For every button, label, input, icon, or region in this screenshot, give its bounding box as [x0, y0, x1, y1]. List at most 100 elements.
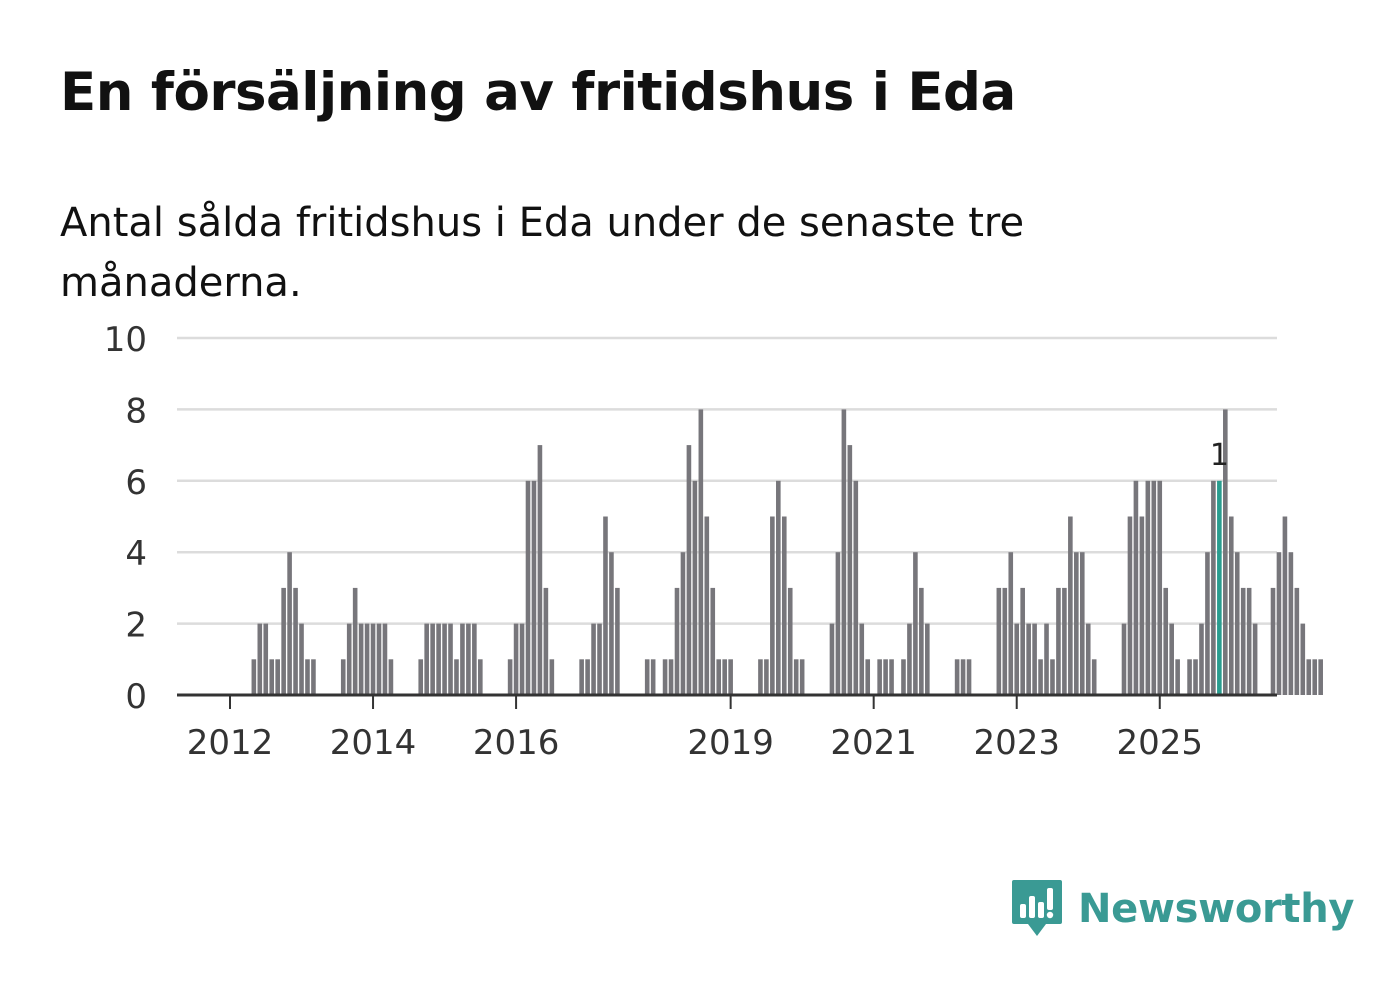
bar — [1074, 552, 1079, 695]
bar — [704, 516, 710, 695]
bar — [901, 659, 906, 695]
bar — [531, 480, 537, 695]
bar — [764, 659, 769, 695]
bar — [1312, 659, 1318, 695]
bar — [692, 480, 698, 695]
x-tick-label: 2019 — [687, 723, 774, 763]
x-tick-label: 2021 — [830, 723, 917, 763]
bar — [722, 659, 727, 695]
bar — [358, 623, 364, 695]
bar — [364, 623, 370, 695]
bar — [370, 623, 376, 695]
brand-logo: Newsworthy — [1010, 878, 1355, 940]
bar — [263, 623, 269, 695]
bar — [1175, 659, 1180, 695]
bar — [1026, 623, 1031, 695]
bar — [1008, 552, 1014, 695]
bar — [1002, 587, 1008, 695]
bar — [770, 516, 775, 695]
bar — [758, 659, 763, 695]
x-tick-label: 2012 — [187, 723, 274, 763]
bar — [1252, 623, 1258, 695]
bar — [889, 659, 894, 695]
bar — [1038, 659, 1043, 695]
bar — [460, 623, 465, 695]
bar — [1085, 623, 1091, 695]
bar — [579, 659, 584, 695]
bar — [1246, 587, 1252, 695]
bar — [519, 623, 525, 695]
bar — [293, 587, 298, 695]
bar — [781, 516, 787, 695]
x-axis — [177, 693, 1277, 709]
bar — [507, 659, 513, 695]
bar — [674, 587, 680, 695]
bar — [382, 623, 388, 695]
bar — [352, 587, 358, 695]
bar — [1020, 587, 1025, 695]
bar — [1139, 516, 1145, 695]
chart-subtitle: Antal sålda fritidshus i Eda under de se… — [60, 200, 1025, 306]
bar — [311, 659, 316, 695]
bar — [466, 623, 471, 695]
y-tick-label: 10 — [104, 320, 147, 360]
bar — [537, 445, 543, 695]
bar — [1234, 552, 1240, 695]
bar — [859, 623, 865, 695]
bar — [442, 623, 447, 695]
bar — [1282, 516, 1288, 695]
bar — [424, 623, 429, 695]
bar — [1169, 623, 1174, 695]
bar — [430, 623, 435, 695]
bar — [799, 659, 805, 695]
bar — [281, 587, 286, 695]
bar — [1288, 552, 1294, 695]
data-label: 1 — [1210, 438, 1229, 473]
bar — [585, 659, 590, 695]
y-tick-label: 0 — [125, 677, 147, 717]
bar — [1044, 623, 1049, 695]
y-tick-label: 6 — [125, 463, 147, 503]
bar — [883, 659, 888, 695]
bar — [1306, 659, 1312, 695]
bar — [478, 659, 483, 695]
bar — [650, 659, 656, 695]
x-tick-label: 2016 — [473, 723, 560, 763]
bar — [1032, 623, 1037, 695]
bar — [787, 587, 793, 695]
bar — [996, 587, 1002, 695]
highlighted-bar — [1217, 480, 1222, 695]
bar — [543, 587, 549, 695]
bar — [376, 623, 382, 695]
bar — [1068, 516, 1073, 695]
bar — [305, 659, 310, 695]
bar — [716, 659, 722, 695]
bar — [1294, 587, 1300, 695]
bar — [275, 659, 280, 695]
y-tick-label: 8 — [125, 391, 147, 431]
bar — [454, 659, 459, 695]
bar — [925, 623, 930, 695]
bar — [710, 587, 716, 695]
bar — [418, 659, 424, 695]
bar — [1240, 587, 1246, 695]
x-tick-label: 2023 — [973, 723, 1060, 763]
bar — [1062, 587, 1067, 695]
bars — [251, 409, 1323, 695]
bar — [340, 659, 346, 695]
bar — [1014, 623, 1020, 695]
bar — [269, 659, 275, 695]
bar — [448, 623, 453, 695]
bar — [966, 659, 972, 695]
bar — [609, 552, 614, 695]
y-tick-label: 4 — [125, 534, 147, 574]
bar — [686, 445, 692, 695]
y-tick-label: 2 — [125, 606, 147, 646]
bar — [299, 623, 304, 695]
bar — [1079, 552, 1085, 695]
bar — [960, 659, 966, 695]
bar — [853, 480, 859, 695]
bar — [1193, 659, 1198, 695]
bar — [1163, 587, 1169, 695]
bar — [1223, 409, 1228, 695]
